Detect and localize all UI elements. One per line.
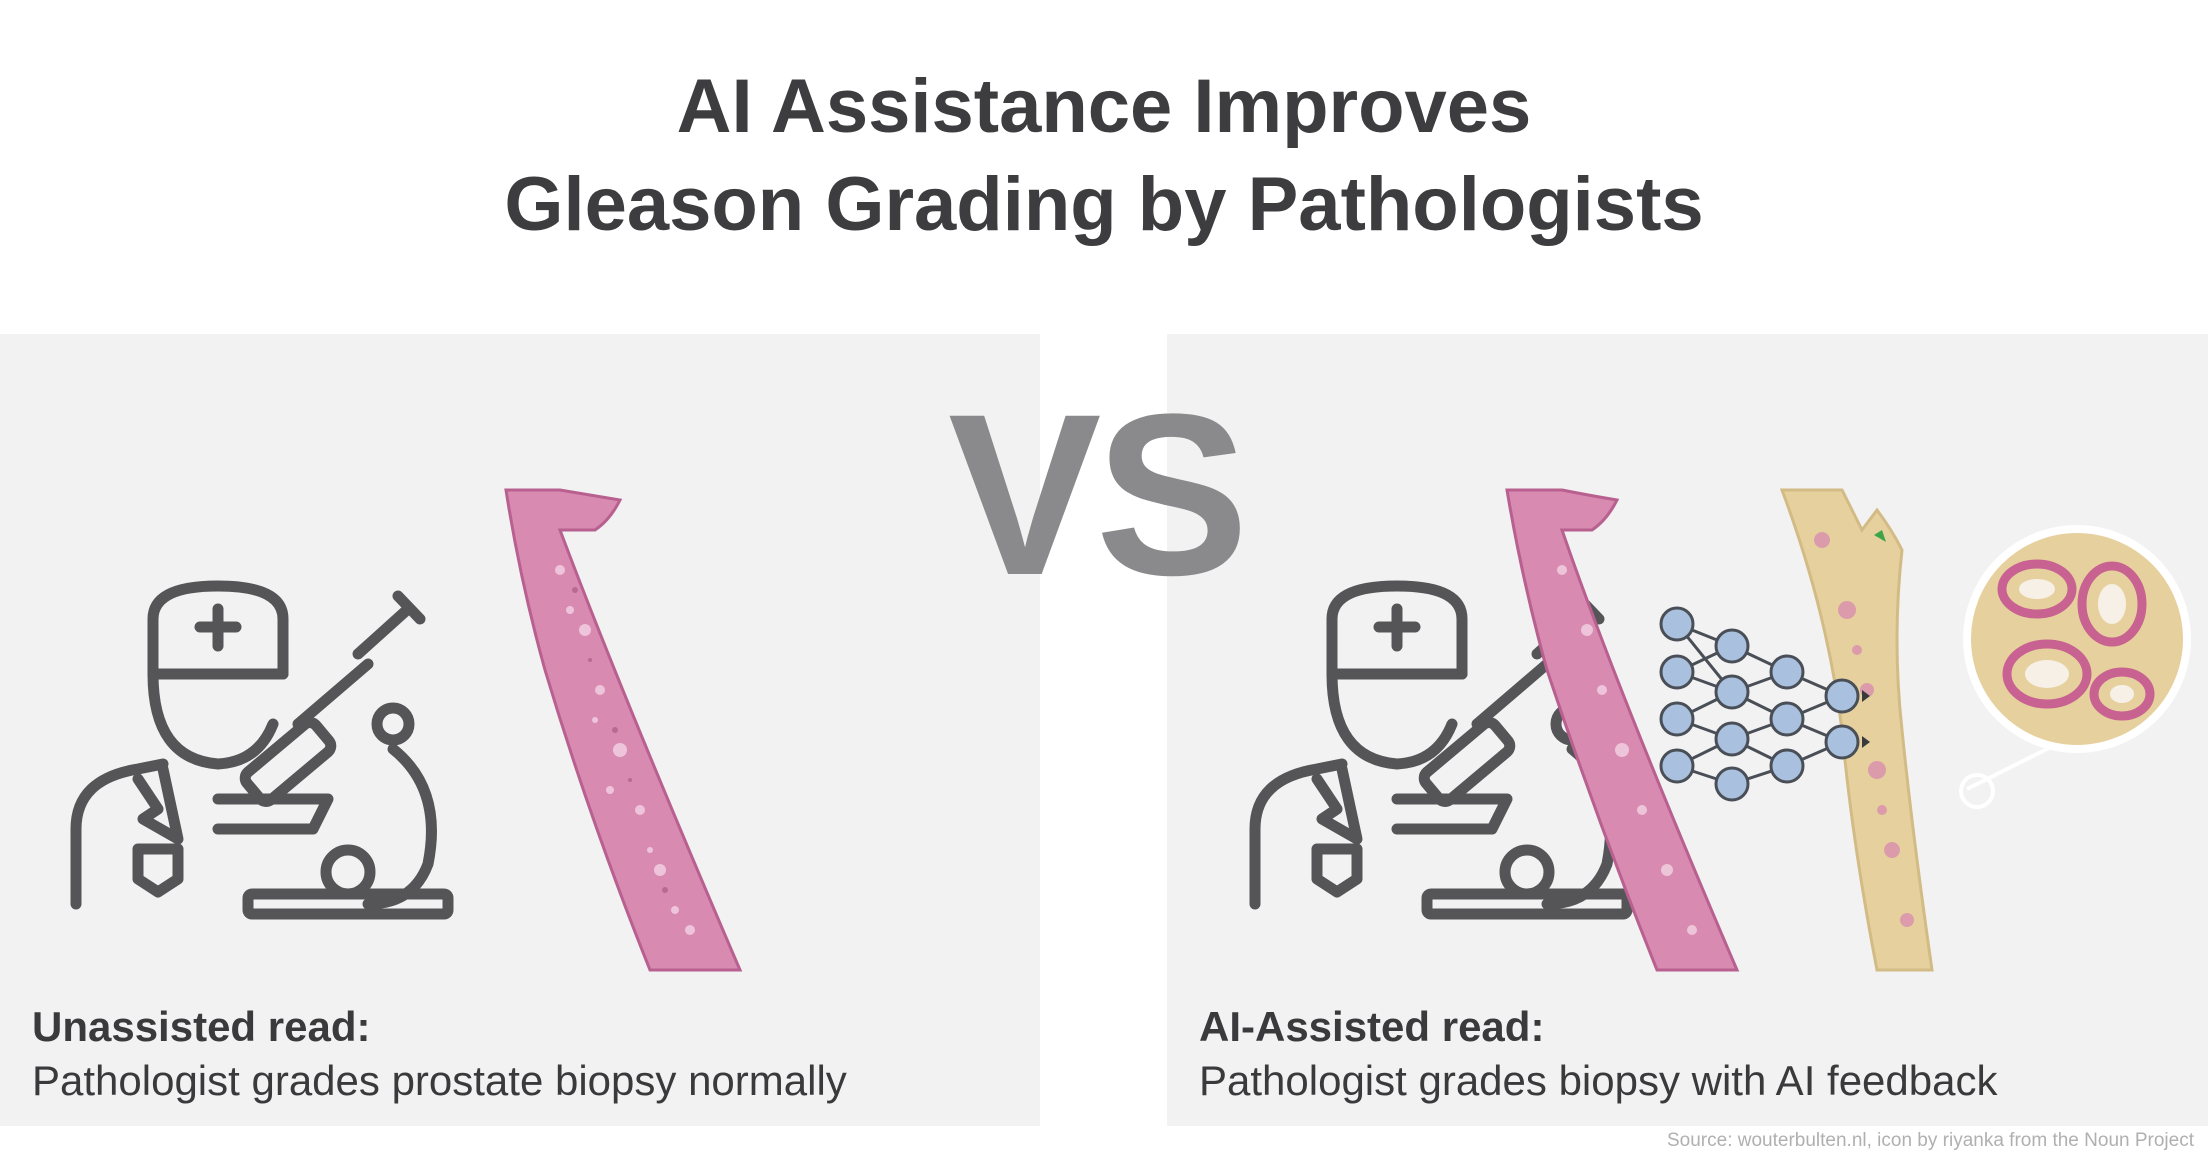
source-credit: Source: wouterbulten.nl, icon by riyanka… — [1667, 1130, 2194, 1151]
ai-assisted-description: Pathologist grades biopsy with AI feedba… — [1199, 1057, 1998, 1104]
title-line-1: AI Assistance Improves — [676, 64, 1532, 149]
unassisted-heading: Unassisted read: — [32, 1003, 371, 1050]
biopsy-tissue-image — [1505, 488, 1740, 972]
vs-label: VS — [948, 366, 1249, 623]
title-line-2: Gleason Grading by Pathologists — [504, 162, 1704, 247]
page-title: AI Assistance Improves Gleason Grading b… — [0, 58, 2208, 254]
ai-assisted-heading: AI-Assisted read: — [1199, 1003, 1545, 1050]
pathologist-microscope-icon — [1249, 580, 1633, 920]
biopsy-tissue-image — [504, 488, 743, 972]
neural-network-icon — [1659, 606, 1870, 802]
pathologist-microscope-icon — [70, 580, 454, 920]
magnified-tissue-view — [1959, 525, 2191, 809]
ai-assisted-panel: AI-Assisted read: Pathologist grades bio… — [1167, 334, 2208, 1126]
ai-annotated-tissue-image — [1779, 488, 1934, 972]
unassisted-panel: Unassisted read: Pathologist grades pros… — [0, 334, 1040, 1126]
unassisted-description: Pathologist grades prostate biopsy norma… — [32, 1057, 847, 1104]
